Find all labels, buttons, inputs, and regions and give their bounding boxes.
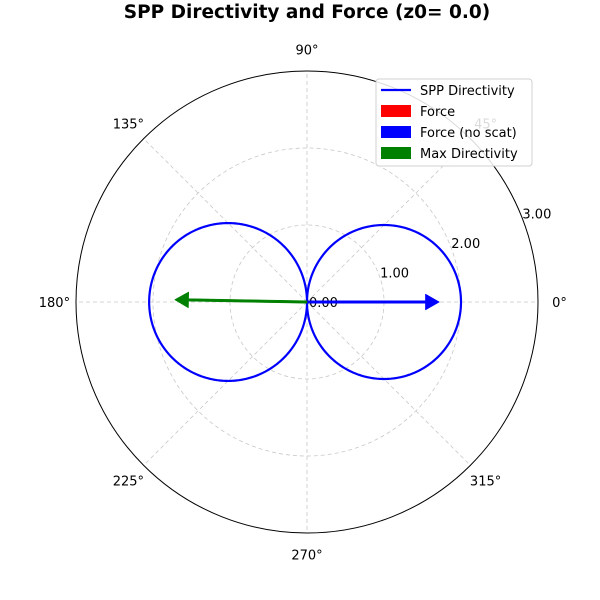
theta-tick-label: 270° [291,549,322,564]
force-no-scat-arrow [306,293,440,311]
radius-tick-label: 2.00 [451,237,480,252]
radius-tick-label: 3.00 [522,208,551,223]
tick-labels: 0°45°90°135°180°225°270°315°0.001.002.00… [39,43,567,563]
theta-tick-label: 315° [470,475,501,490]
spp-directivity-curve [148,221,463,383]
theta-tick-label: 90° [295,43,318,58]
theta-tick-label: 0° [552,296,567,311]
theta-tick-label: 135° [113,117,144,132]
chart-title: SPP Directivity and Force (z0= 0.0) [124,2,490,23]
theta-gridline [306,301,471,466]
theta-tick-label: 225° [113,475,144,490]
legend-swatch [381,105,411,117]
theta-gridline [143,301,308,466]
radius-tick-label: 1.00 [380,267,409,282]
legend-swatch [381,126,411,138]
legend-label: SPP Directivity [420,84,515,99]
legend-label: Force [420,105,455,120]
polar-frame [75,70,539,534]
legend: SPP Directivity Force Force (no scat) Max D… [375,78,533,167]
plot-series [148,221,463,383]
legend-box [375,78,533,167]
legend-label: Max Directivity [420,147,518,162]
theta-tick-label: 180° [39,296,70,311]
theta-gridline [143,138,308,303]
max-directivity-arrow [174,291,308,309]
legend-label: Force (no scat) [420,126,517,141]
legend-swatch [381,147,411,159]
